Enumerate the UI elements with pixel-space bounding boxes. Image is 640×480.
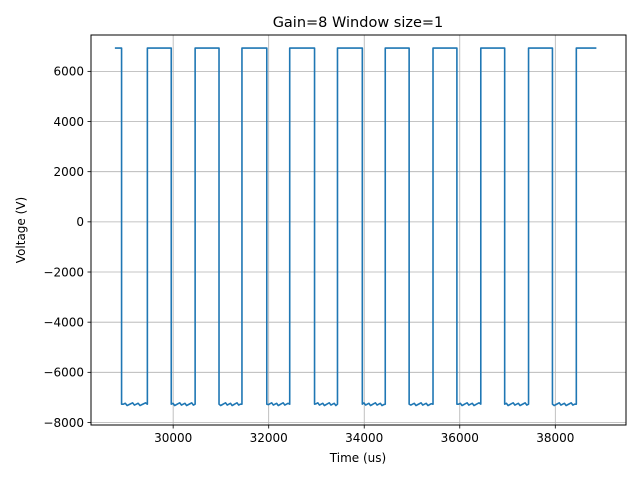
- x-tick-label: 36000: [441, 431, 479, 445]
- plot-area-frame: [90, 34, 627, 426]
- y-tick-label: 2000: [53, 165, 84, 179]
- y-axis-ticks: −8000 −6000 −4000 −2000 0 2000 4000 6000: [43, 65, 91, 430]
- y-tick-label: 6000: [53, 65, 84, 79]
- grid: [91, 35, 626, 425]
- x-tick-label: 34000: [345, 431, 383, 445]
- y-tick-label: −2000: [43, 265, 84, 279]
- x-tick-label: 30000: [154, 431, 192, 445]
- y-tick-label: −8000: [43, 416, 84, 430]
- y-axis-label: Voltage (V): [14, 197, 28, 263]
- chart-title: Gain=8 Window size=1: [273, 15, 444, 31]
- y-tick-label: −4000: [43, 315, 84, 329]
- series-line-0: [114, 47, 597, 407]
- x-tick-label: 38000: [536, 431, 574, 445]
- series-layer: [114, 47, 597, 407]
- y-tick-label: 4000: [53, 115, 84, 129]
- x-axis-label: Time (us): [329, 451, 386, 465]
- x-tick-label: 32000: [250, 431, 288, 445]
- y-tick-label: 0: [76, 215, 84, 229]
- y-tick-label: −6000: [43, 366, 84, 380]
- x-axis-ticks: 30000 32000 34000 36000 38000: [154, 425, 574, 445]
